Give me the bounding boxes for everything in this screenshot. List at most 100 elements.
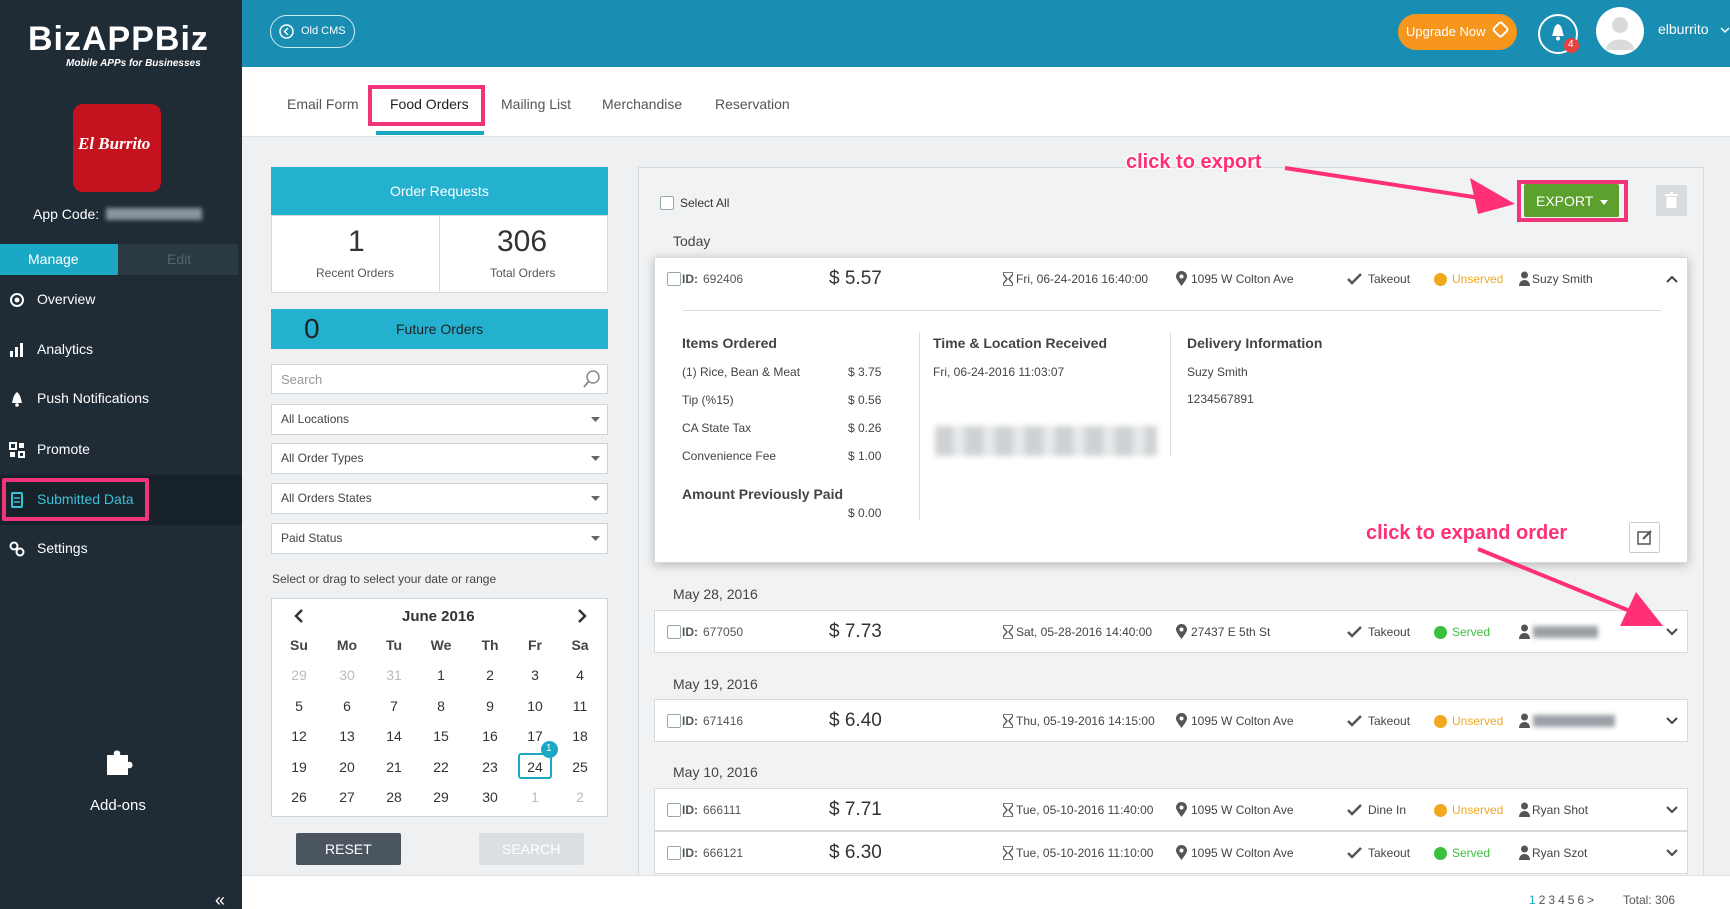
chevron[interactable] xyxy=(1666,849,1678,857)
day[interactable]: 2 xyxy=(486,667,494,683)
day[interactable]: 25 xyxy=(572,758,588,775)
bell-button[interactable] xyxy=(1538,14,1578,54)
day[interactable]: 9 xyxy=(486,697,494,714)
search-input[interactable] xyxy=(271,364,608,394)
reset-button[interactable] xyxy=(296,833,401,865)
user-name[interactable]: elburrito xyxy=(1658,21,1709,37)
day[interactable]: 30 xyxy=(339,667,355,683)
day[interactable]: 24 xyxy=(527,758,543,775)
day[interactable]: 6 xyxy=(343,697,351,714)
select-all-checkbox cb[interactable] xyxy=(660,196,674,210)
menu-item[interactable]: Push Notifications xyxy=(37,390,150,406)
day[interactable]: 7 xyxy=(390,697,398,714)
page-link[interactable]: > xyxy=(1587,893,1595,907)
edit-button[interactable] xyxy=(1629,522,1660,553)
tab-edit[interactable] xyxy=(118,244,238,275)
day[interactable]: 13 xyxy=(339,728,355,744)
tab[interactable]: Food Orders xyxy=(390,96,469,112)
select[interactable] xyxy=(271,443,608,474)
day[interactable]: 11 xyxy=(572,697,588,714)
day[interactable]: 10 xyxy=(527,697,543,714)
old-cms-button[interactable] xyxy=(270,15,355,48)
select-all-label[interactable]: Select All xyxy=(680,196,730,210)
page-link[interactable]: 1 xyxy=(1529,893,1536,907)
export-label[interactable]: EXPORT xyxy=(1536,193,1594,209)
chevron[interactable] xyxy=(1666,275,1678,283)
select-label[interactable]: All Orders States xyxy=(281,491,372,505)
search-button[interactable] xyxy=(479,833,584,865)
order-checkbox[interactable] xyxy=(667,846,681,860)
day[interactable]: 15 xyxy=(433,728,449,744)
day[interactable]: 16 xyxy=(482,728,498,744)
tab-manage[interactable] xyxy=(0,244,118,275)
tab[interactable]: Merchandise xyxy=(602,96,683,112)
day[interactable]: 2 xyxy=(576,789,584,805)
day[interactable]: 1 xyxy=(437,667,445,683)
day[interactable]: 18 xyxy=(572,728,588,744)
order-checkbox[interactable] xyxy=(667,803,681,817)
page-link[interactable]: 4 xyxy=(1558,893,1565,907)
day[interactable]: 30 xyxy=(482,789,498,805)
day[interactable]: 19 xyxy=(291,758,307,775)
select-label[interactable]: All Order Types xyxy=(281,451,364,465)
select[interactable] xyxy=(271,404,608,435)
reset-label[interactable]: RESET xyxy=(325,841,372,857)
day[interactable]: 4 xyxy=(576,667,584,683)
tab[interactable]: Mailing List xyxy=(501,96,572,112)
order-card[interactable]: ID: 666111 $ 7.71 Tue, 05-10-2016 11:40:00 1… xyxy=(654,788,1688,831)
select-label[interactable]: Paid Status xyxy=(281,531,343,545)
day[interactable]: 1 xyxy=(531,789,539,805)
addons-label[interactable]: Add-ons xyxy=(90,797,146,814)
day[interactable]: 29 xyxy=(291,667,307,683)
page-link[interactable]: 2 xyxy=(1538,893,1546,907)
menu-item[interactable]: Settings xyxy=(37,540,88,556)
day[interactable]: 29 xyxy=(433,789,449,805)
order-card[interactable]: ID: 692406 $ 5.57 Fri, 06-24-2016 16:40:00 1… xyxy=(654,257,1688,563)
chevron[interactable] xyxy=(1666,806,1678,814)
collapse[interactable]: « xyxy=(215,890,226,909)
day[interactable]: 3 xyxy=(531,667,539,683)
order-card[interactable]: ID: 666121 $ 6.30 Tue, 05-10-2016 11:10:00 1… xyxy=(654,831,1688,874)
day[interactable]: 23 xyxy=(482,758,498,775)
day[interactable]: 26 xyxy=(291,789,307,805)
day[interactable]: 14 xyxy=(386,728,402,744)
menu-item[interactable]: Submitted Data xyxy=(37,491,134,507)
old-cms-label[interactable]: Old CMS xyxy=(301,25,346,37)
day[interactable]: 22 xyxy=(433,758,449,775)
tab[interactable]: Email Form xyxy=(287,96,359,112)
page-link[interactable]: 5 xyxy=(1567,893,1575,907)
menu-item[interactable]: Promote xyxy=(37,441,90,457)
day[interactable]: 21 xyxy=(386,758,402,775)
chevron[interactable] xyxy=(1666,717,1678,725)
select[interactable] xyxy=(271,483,608,514)
select-label[interactable]: All Locations xyxy=(281,412,350,426)
day[interactable]: 12 xyxy=(291,728,307,744)
tab-edit-label[interactable]: Edit xyxy=(167,251,192,267)
tab-manage-label[interactable]: Manage xyxy=(28,251,79,267)
day[interactable]: 17 xyxy=(527,728,543,744)
menu-item[interactable]: Analytics xyxy=(37,341,94,357)
page-link[interactable]: 3 xyxy=(1548,893,1556,907)
future-orders-bar[interactable] xyxy=(271,309,608,349)
day[interactable]: 5 xyxy=(295,697,303,714)
order-checkbox[interactable] xyxy=(667,714,681,728)
menu-item[interactable]: Overview xyxy=(37,291,96,307)
order-checkbox[interactable] xyxy=(667,272,681,286)
select[interactable] xyxy=(271,523,608,554)
day[interactable]: 27 xyxy=(339,789,355,805)
tab[interactable]: Reservation xyxy=(715,96,790,112)
order-amount: $ 6.30 xyxy=(829,842,882,863)
day[interactable]: 31 xyxy=(386,667,402,683)
day[interactable]: 28 xyxy=(386,789,402,805)
order-card[interactable]: ID: 677050 $ 7.73 Sat, 05-28-2016 14:40:00 2… xyxy=(654,610,1688,653)
upgrade-button[interactable] xyxy=(1398,14,1517,50)
order-checkbox[interactable] xyxy=(667,625,681,639)
search-button-label[interactable]: SEARCH xyxy=(502,841,561,857)
day[interactable]: 8 xyxy=(437,697,445,714)
day[interactable]: 20 xyxy=(339,758,355,775)
chevron[interactable] xyxy=(1666,628,1678,636)
order-card[interactable]: ID: 671416 $ 6.40 Thu, 05-19-2016 14:15:00 1… xyxy=(654,699,1688,742)
selected-day[interactable] xyxy=(518,752,552,779)
page-link[interactable]: 6 xyxy=(1577,893,1585,907)
upgrade-label[interactable]: Upgrade Now xyxy=(1406,24,1486,39)
